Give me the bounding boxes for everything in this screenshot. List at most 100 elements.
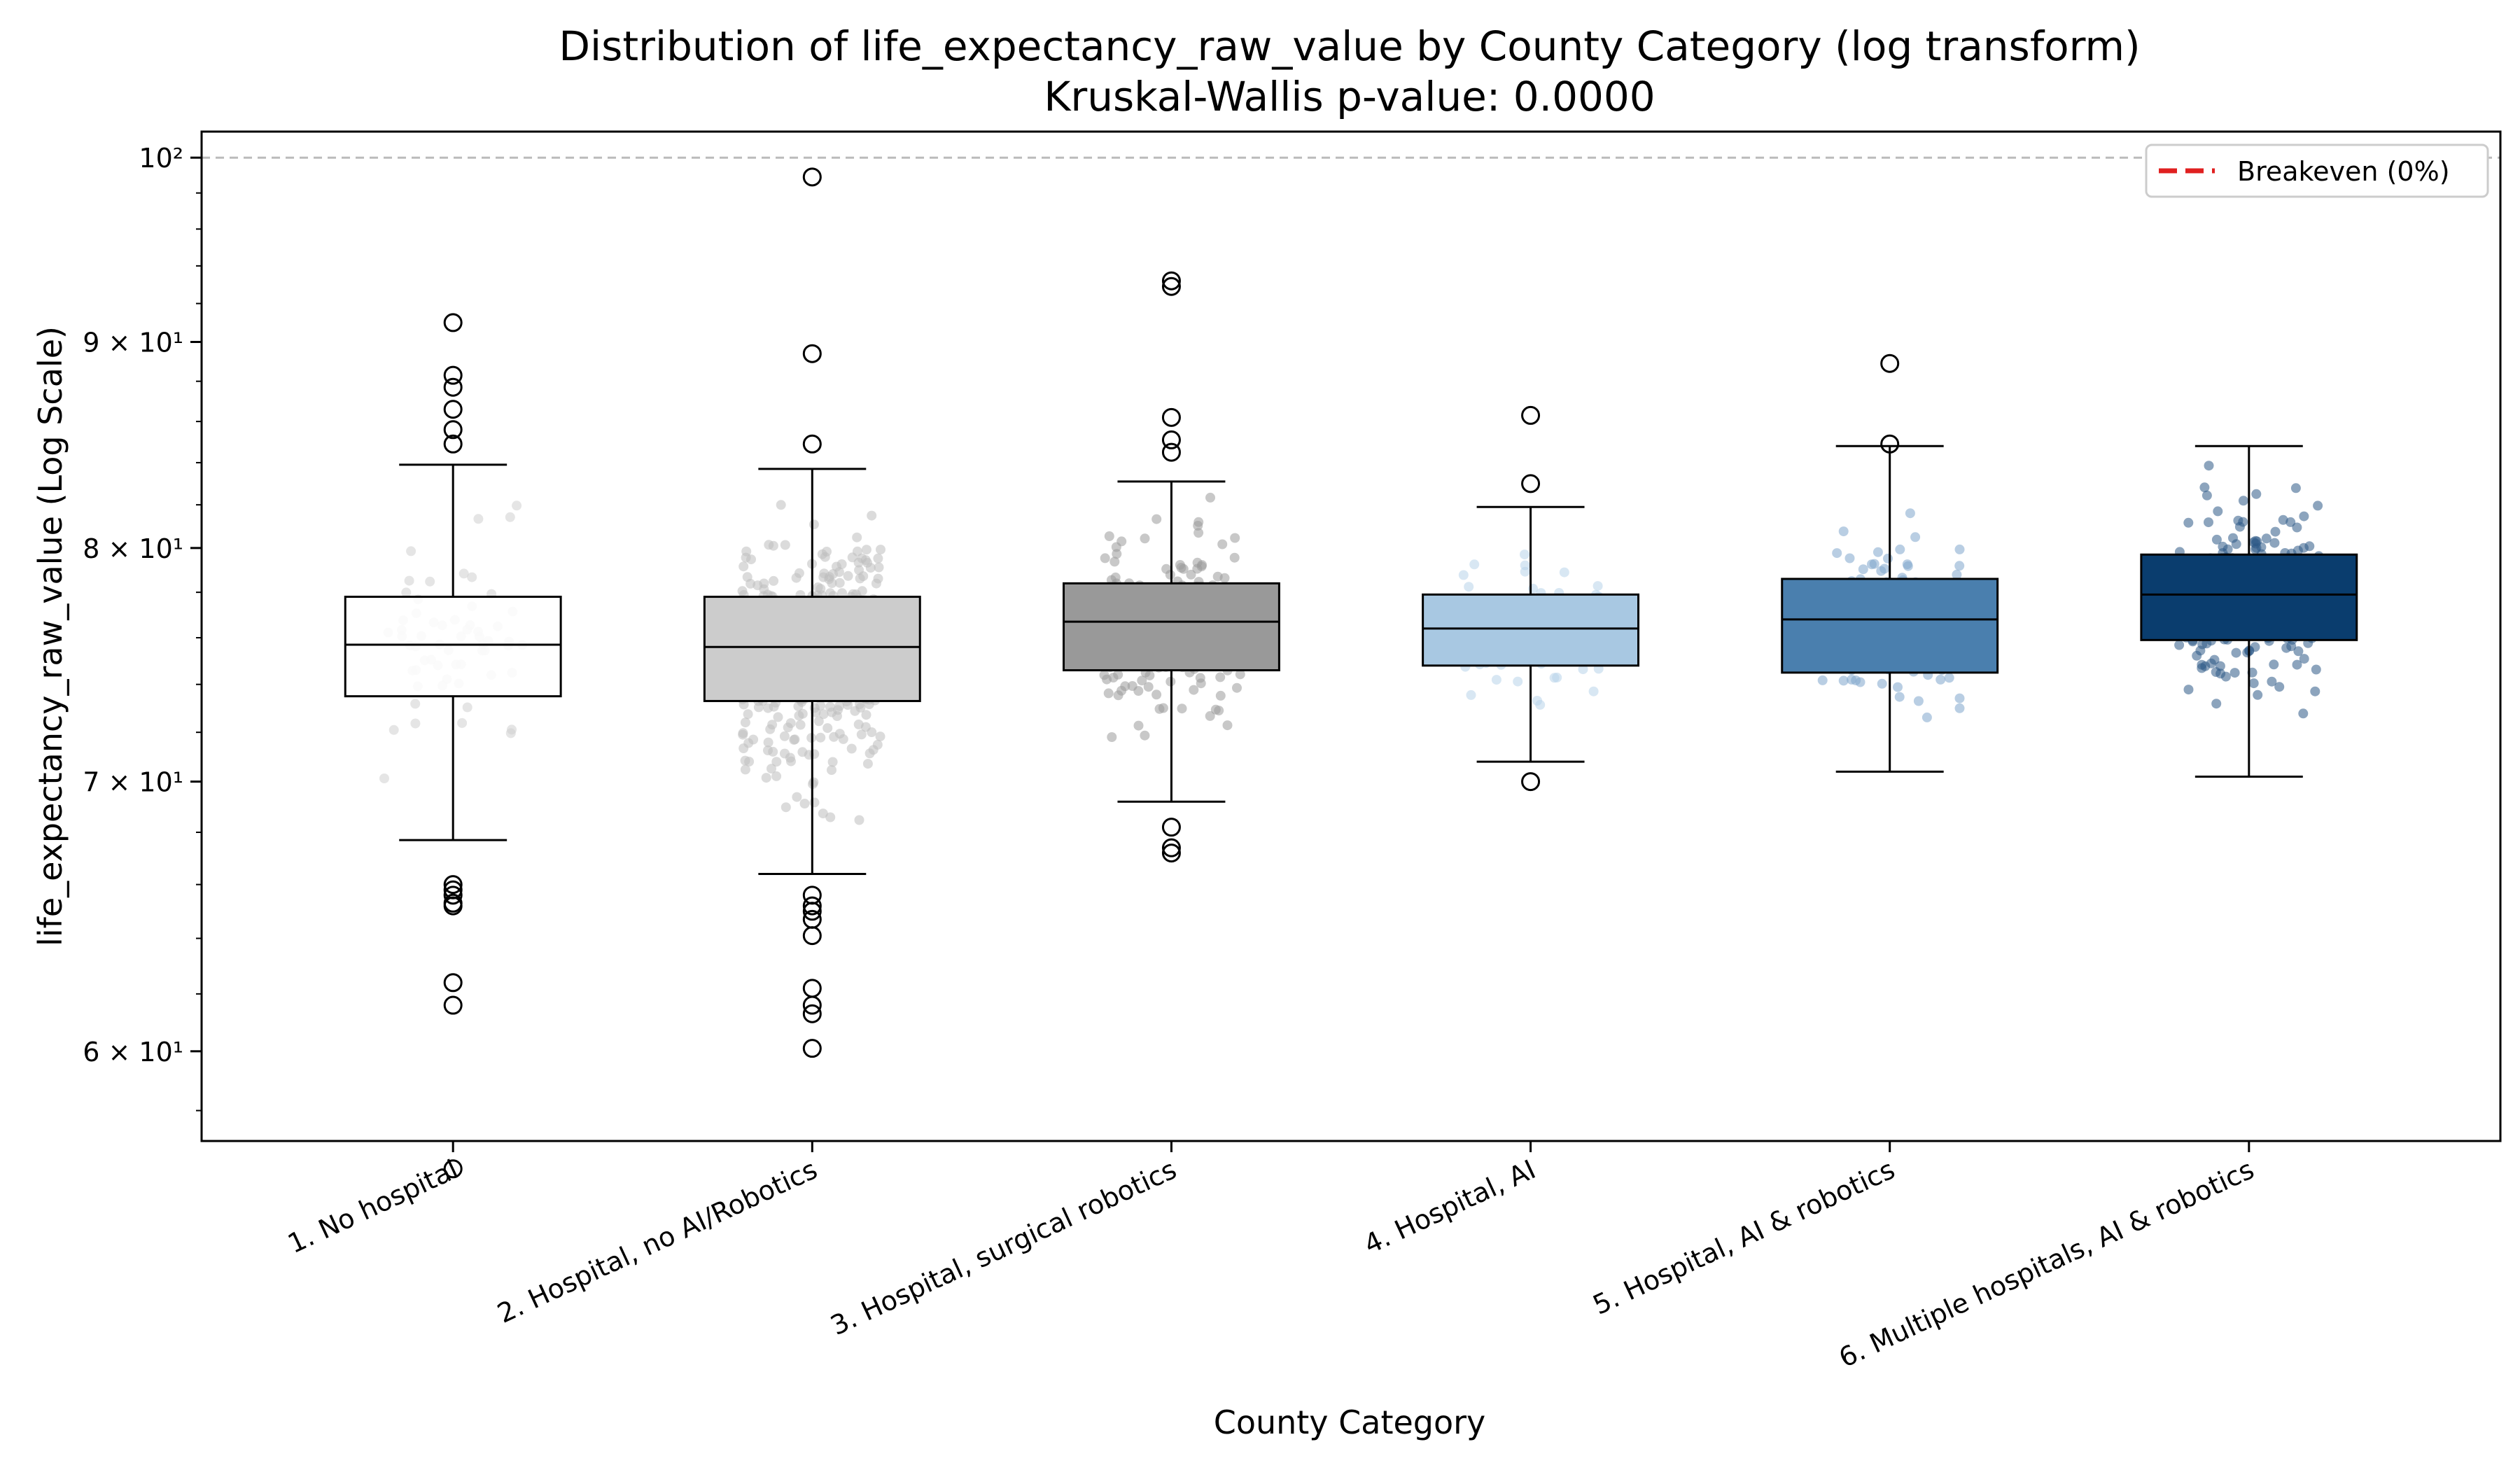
jitter-point [1838,676,1849,686]
jitter-point [1872,547,1883,557]
jitter-point [410,699,421,709]
jitter-point [834,567,844,578]
jitter-point [1877,678,1887,689]
jitter-point [767,720,778,730]
box [2140,553,2358,641]
jitter-point [853,719,864,729]
outlier-point [443,896,463,916]
jitter-point [1954,693,1965,704]
jitter-point [1189,685,1199,695]
jitter-point [512,500,522,511]
boxes-layer [344,167,2358,1179]
jitter-point [2292,522,2302,533]
outlier-point [802,344,822,363]
jitter-point [1952,569,1962,580]
outlier-point [443,875,463,895]
y-tick-label-2: 8 × 10¹ [83,533,183,564]
jitter-point [1913,696,1924,706]
jitter-point [867,510,877,521]
jitter-point [1894,692,1905,702]
jitter-point [873,553,883,564]
jitter-point [858,571,869,582]
outlier-point [1521,405,1541,425]
jitter-point [771,757,782,767]
x-tick-label-4: 4. Hospital, AI [1359,1154,1541,1260]
jitter-point [2251,489,2262,499]
outlier-point [802,434,822,454]
jitter-point [1215,672,1226,682]
jitter-point [1194,528,1204,538]
jitter-point [2211,534,2222,545]
chart-title: Distribution of life_expectancy_raw_valu… [559,22,2140,70]
jitter-point [2204,517,2213,528]
outlier-point [443,995,463,1015]
jitter-point [1578,664,1588,675]
jitter-point [2311,664,2321,675]
jitter-point [743,709,753,720]
jitter-point [2286,517,2296,527]
jitter-point [794,710,804,721]
jitter-point [2278,514,2288,525]
legend-frame [2145,144,2489,198]
jitter-point [1195,673,1205,683]
jitter-point [1844,553,1855,564]
y-tick-label-1: 7 × 10¹ [83,767,183,798]
jitter-point [819,568,830,579]
jitter-point [1954,703,1965,713]
jitter-point [1133,720,1144,731]
jitter-point [855,702,866,713]
jitter-point [837,588,847,598]
jitter-point [813,716,824,727]
jitter-point [2202,490,2212,500]
jitter-point [2192,650,2202,661]
outlier-point [802,1004,822,1023]
outlier-point [1161,430,1181,449]
outlier-point [443,400,463,419]
y-tick-label-4: 10² [139,143,183,174]
jitter-point [773,712,783,722]
jitter-point [738,743,749,753]
jitter-point [843,570,853,581]
outlier-point [443,377,463,397]
jitter-points-layer [379,461,2324,825]
jitter-point [785,752,795,763]
outlier-point [1161,271,1181,290]
outlier-point [802,902,822,921]
jitter-point [1143,682,1154,692]
jitter-point [1186,569,1196,580]
box [344,596,562,698]
jitter-point [1902,559,1912,570]
jitter-point [768,540,778,551]
jitter-point [2230,668,2240,678]
jitter-point [1466,690,1476,700]
jitter-point [1217,539,1228,550]
jitter-point [2199,482,2210,493]
jitter-point [1921,712,1932,722]
jitter-point [1104,531,1114,541]
jitter-point [2215,661,2225,671]
outlier-point [1521,474,1541,493]
jitter-point [862,759,873,769]
jitter-point [763,703,774,713]
jitter-point [852,546,862,556]
jitter-point [2313,500,2323,511]
jitter-point [1895,544,1905,554]
jitter-point [1893,682,1903,692]
jitter-point [2197,639,2208,650]
jitter-point [1513,676,1523,687]
jitter-point [872,739,883,750]
jitter-point [2248,678,2259,689]
jitter-point [809,797,820,808]
jitter-point [1883,553,1893,564]
jitter-point [2310,686,2320,696]
jitter-point [379,774,389,783]
jitter-point [1905,508,1915,519]
x-tick-label-5: 5. Hospital, AI & robotics [1588,1154,1900,1321]
jitter-point [2233,515,2244,526]
jitter-point [820,552,830,562]
jitter-point [1954,544,1965,554]
y-tick-label-0: 6 × 10¹ [83,1037,183,1068]
jitter-point [1215,690,1226,701]
jitter-point [2231,648,2241,658]
jitter-point [425,576,435,587]
